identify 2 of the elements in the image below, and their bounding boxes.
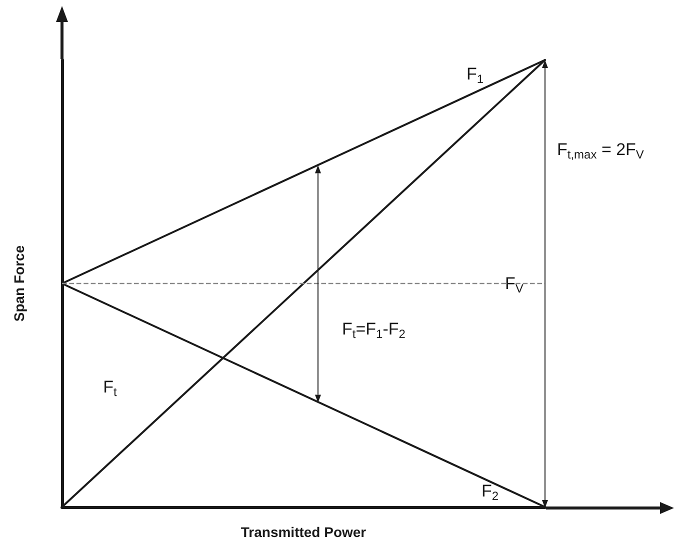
x-axis-title: Transmitted Power — [240, 524, 367, 540]
y-axis-title: Span Force — [11, 245, 27, 322]
